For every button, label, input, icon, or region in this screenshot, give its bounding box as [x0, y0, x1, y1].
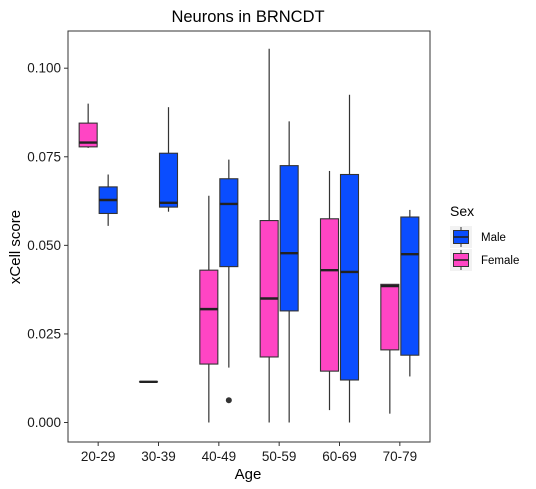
series-female — [78, 48, 400, 423]
box-iqr — [158, 152, 179, 208]
y-axis-title: xCell score — [7, 210, 24, 284]
y-axis: 0.000 0.025 0.050 0.075 0.100 — [27, 61, 68, 430]
box-iqr — [319, 218, 340, 372]
x-axis-title: Age — [235, 466, 262, 483]
chart-title: Neurons in BRNCDT — [171, 8, 324, 26]
box-male-70-79 — [400, 209, 420, 377]
x-tick-label: 40-49 — [202, 449, 237, 464]
x-tick-label: 60-69 — [322, 449, 357, 464]
box-iqr — [339, 173, 360, 381]
y-tick-label: 0.075 — [27, 149, 61, 164]
y-tick-label: 0.100 — [27, 61, 61, 76]
x-axis: 20-29 30-39 40-49 50-59 60-69 70-79 — [81, 442, 417, 464]
x-tick-label: 70-79 — [383, 449, 418, 464]
legend-label-female: Female — [481, 255, 519, 267]
box-female-40-49 — [199, 195, 219, 423]
box-female-50-59 — [259, 48, 279, 423]
x-tick-label: 20-29 — [81, 449, 116, 464]
box-male-60-69 — [339, 94, 360, 423]
legend: Sex Male Female — [450, 203, 519, 271]
box-iqr — [259, 220, 279, 358]
series-male — [98, 94, 420, 423]
plot-panel-border — [67, 30, 431, 443]
legend-entry-male: Male — [450, 226, 506, 248]
legend-label-male: Male — [481, 232, 506, 244]
box-iqr — [400, 216, 420, 356]
box-male-30-39 — [158, 107, 179, 212]
box-iqr — [380, 283, 400, 351]
y-tick-label: 0.025 — [27, 326, 61, 341]
box-female-20-29 — [78, 103, 98, 148]
box-male-50-59 — [279, 121, 299, 423]
box-iqr — [279, 165, 299, 312]
box-iqr — [78, 122, 98, 148]
outlier-point — [225, 397, 232, 404]
box-iqr — [199, 269, 219, 365]
y-tick-label: 0.000 — [27, 415, 61, 430]
legend-entry-female: Female — [450, 249, 519, 271]
box-female-60-69 — [319, 170, 340, 411]
legend-title: Sex — [450, 203, 474, 219]
box-male-20-29 — [98, 174, 118, 226]
box-iqr — [219, 178, 239, 268]
x-tick-label: 50-59 — [262, 449, 297, 464]
y-tick-label: 0.050 — [27, 238, 61, 253]
x-tick-label: 30-39 — [141, 449, 176, 464]
box-female-70-79 — [380, 283, 400, 414]
box-series-group — [78, 48, 420, 423]
box-male-40-49 — [219, 159, 239, 404]
